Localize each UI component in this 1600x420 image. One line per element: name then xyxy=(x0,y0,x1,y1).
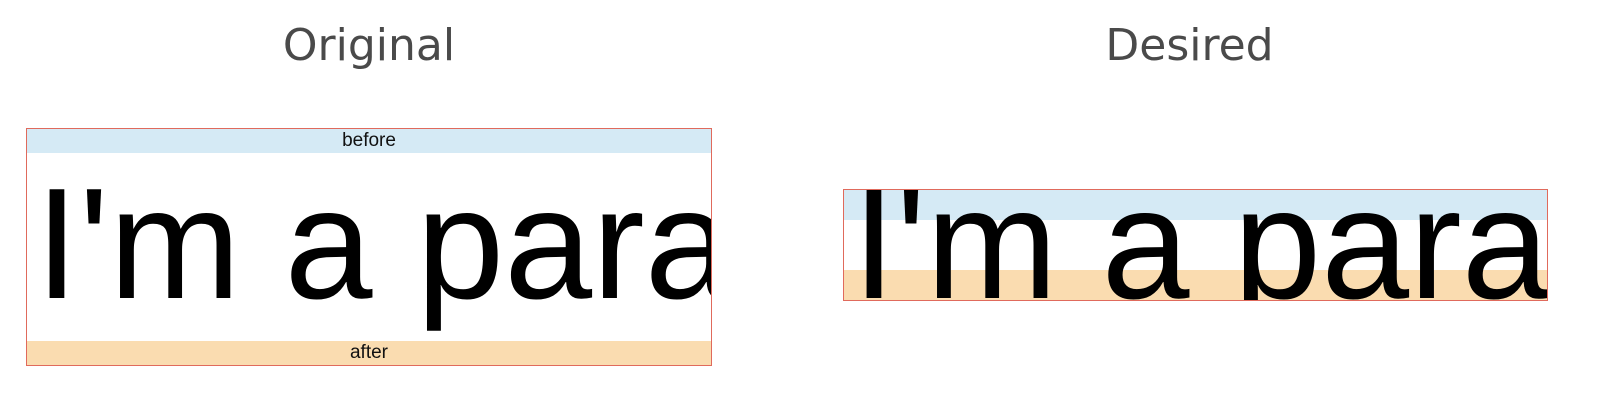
after-label: after xyxy=(349,342,389,363)
desired-panel-title: Desired xyxy=(1105,20,1274,71)
before-label: before xyxy=(342,130,396,151)
original-after-pseudo-element: after xyxy=(27,341,711,365)
original-panel-title: Original xyxy=(282,20,456,71)
desired-before-pseudo-element xyxy=(844,190,1547,220)
desired-after-pseudo-element xyxy=(844,270,1547,300)
original-paragraph-text: I'm a paragraph xyxy=(35,156,712,332)
desired-paragraph-text: I'm a paragraph xyxy=(852,189,1548,301)
desired-paragraph-frame: I'm a paragraph xyxy=(843,189,1548,301)
original-before-pseudo-element: before xyxy=(27,129,711,153)
original-paragraph-frame: before I'm a paragraph after xyxy=(26,128,712,366)
